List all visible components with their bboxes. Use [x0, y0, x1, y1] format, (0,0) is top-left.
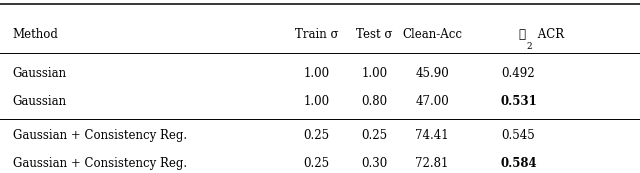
Text: 0.25: 0.25 [304, 129, 330, 142]
Text: ACR: ACR [534, 28, 564, 41]
Text: 0.492: 0.492 [502, 67, 535, 80]
Text: 2: 2 [527, 42, 532, 51]
Text: 0.531: 0.531 [500, 95, 537, 108]
Text: 0.25: 0.25 [362, 129, 387, 142]
Text: 74.41: 74.41 [415, 129, 449, 142]
Text: 0.545: 0.545 [502, 129, 535, 142]
Text: Test σ: Test σ [356, 28, 392, 41]
Text: Clean-Acc: Clean-Acc [402, 28, 462, 41]
Text: 1.00: 1.00 [362, 67, 387, 80]
Text: Train σ: Train σ [295, 28, 339, 41]
Text: 1.00: 1.00 [304, 95, 330, 108]
Text: 1.00: 1.00 [304, 67, 330, 80]
Text: Gaussian + Consistency Reg.: Gaussian + Consistency Reg. [13, 129, 187, 142]
Text: ℓ: ℓ [518, 28, 525, 41]
Text: Method: Method [13, 28, 59, 41]
Text: Gaussian: Gaussian [13, 95, 67, 108]
Text: 72.81: 72.81 [415, 157, 449, 170]
Text: 0.584: 0.584 [500, 157, 537, 170]
Text: 47.00: 47.00 [415, 95, 449, 108]
Text: 0.25: 0.25 [304, 157, 330, 170]
Text: 45.90: 45.90 [415, 67, 449, 80]
Text: 0.30: 0.30 [361, 157, 388, 170]
Text: Gaussian: Gaussian [13, 67, 67, 80]
Text: 0.80: 0.80 [362, 95, 387, 108]
Text: Gaussian + Consistency Reg.: Gaussian + Consistency Reg. [13, 157, 187, 170]
